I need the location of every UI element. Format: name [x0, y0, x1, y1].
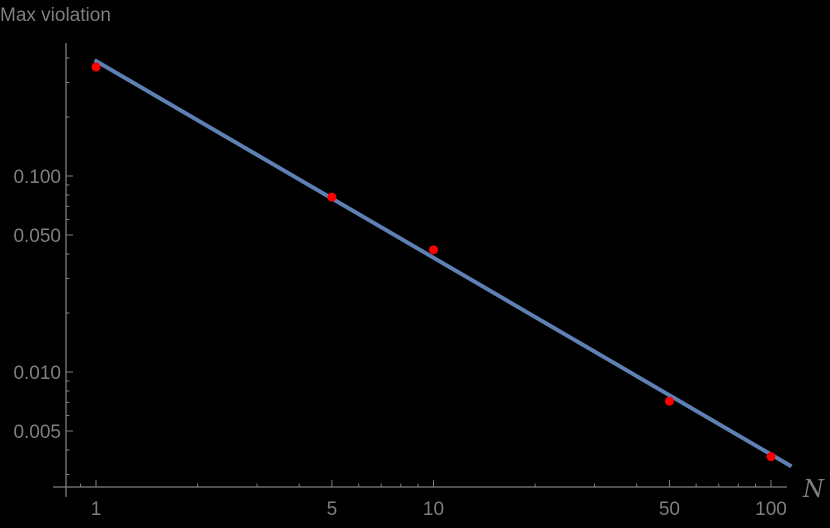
data-point — [664, 396, 674, 406]
data-point — [766, 452, 776, 462]
x-tick-label: 50 — [659, 499, 680, 520]
x-tick-label: 100 — [755, 499, 787, 520]
y-tick-label: 0.005 — [13, 422, 61, 443]
data-point — [327, 192, 337, 202]
y-tick-label: 0.010 — [13, 363, 61, 384]
y-axis-title: Max violation — [0, 5, 111, 26]
x-axis-title: N — [802, 475, 825, 503]
axes: 1 5 10 50 100 0.100 0.050 0.010 0.005 — [13, 43, 787, 520]
data-point — [429, 245, 438, 255]
x-tick-label: 10 — [423, 499, 444, 520]
data-point — [91, 62, 101, 72]
y-tick-label: 0.050 — [13, 226, 61, 247]
series — [91, 58, 793, 469]
x-tick-label: 1 — [91, 499, 102, 520]
fit-line — [93, 58, 793, 469]
x-tick-label: 5 — [327, 499, 338, 520]
y-tick-label: 0.100 — [13, 167, 61, 188]
